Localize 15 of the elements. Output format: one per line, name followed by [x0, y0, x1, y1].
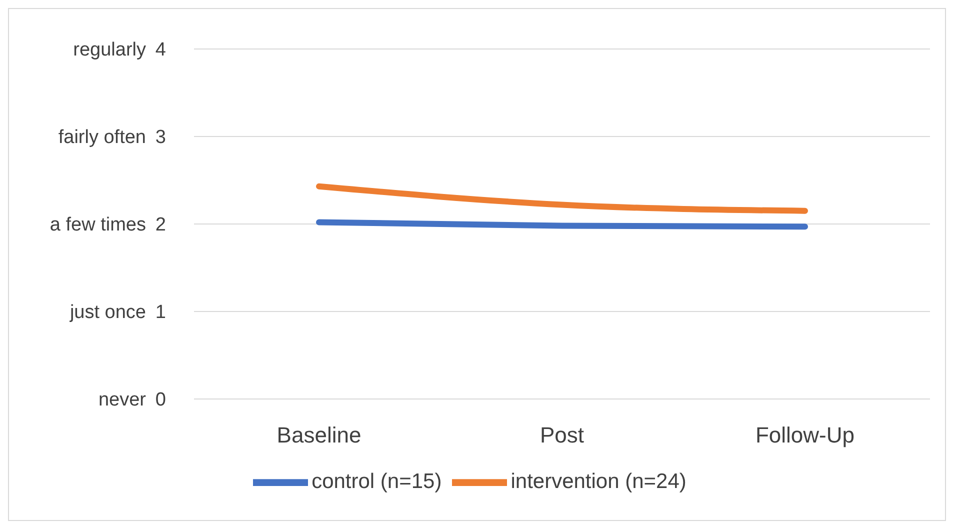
x-tick-label: Post — [540, 422, 584, 448]
y-tick-label: 2 — [155, 214, 166, 236]
y-tick-label: 0 — [155, 390, 166, 411]
x-tick-label: Follow-Up — [755, 422, 855, 448]
text: never — [98, 390, 147, 411]
legend-label: intervention (n=24) — [510, 470, 686, 494]
text: just once — [68, 302, 146, 324]
y-tick-label: 1 — [155, 302, 166, 324]
y-tick-label: 3 — [155, 127, 166, 148]
x-tick-label: Baseline — [276, 422, 362, 448]
text: a few times — [50, 214, 146, 236]
y-tick-label: 4 — [155, 40, 166, 61]
text: regularly — [73, 40, 146, 61]
legend-label: control (n=15) — [312, 470, 442, 494]
text: fairly often — [58, 127, 146, 148]
